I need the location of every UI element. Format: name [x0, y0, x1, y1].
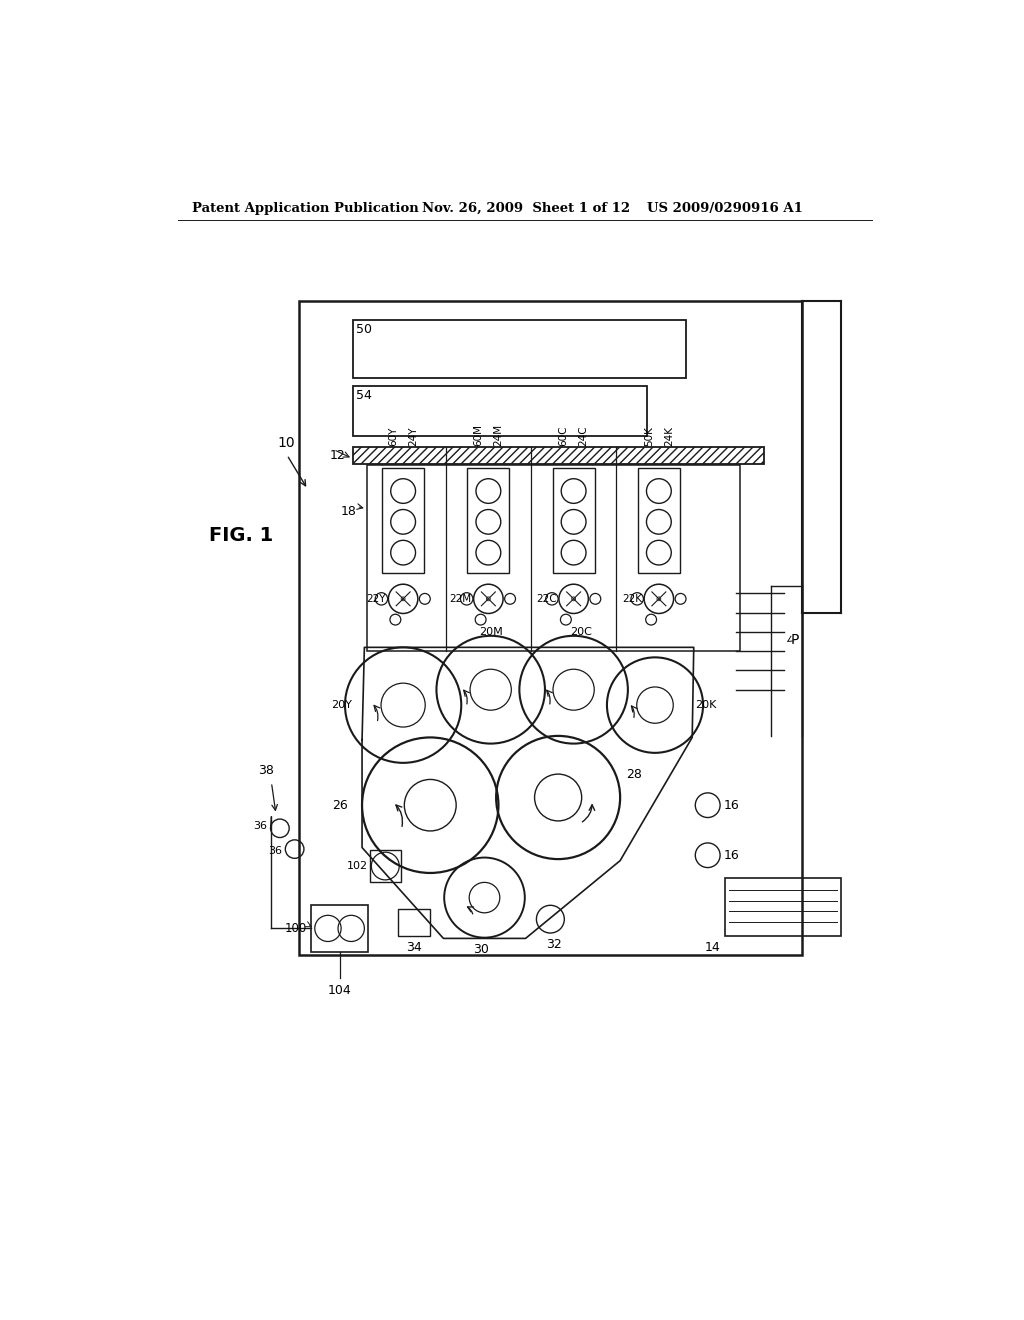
Circle shape: [401, 597, 406, 601]
Bar: [370, 850, 400, 882]
Text: 60Y: 60Y: [388, 426, 398, 446]
Text: 24K: 24K: [664, 425, 674, 446]
Text: 16: 16: [724, 799, 739, 812]
Text: 10: 10: [278, 437, 295, 450]
Circle shape: [571, 597, 575, 601]
Text: 12: 12: [330, 449, 345, 462]
Text: 102: 102: [346, 861, 368, 871]
Bar: [725, 878, 841, 936]
Text: 38: 38: [258, 764, 274, 777]
Bar: [638, 469, 680, 573]
Bar: [311, 906, 369, 952]
Text: 36: 36: [254, 821, 267, 832]
Text: 24C: 24C: [579, 425, 589, 446]
Text: 20C: 20C: [570, 627, 592, 638]
Circle shape: [486, 597, 490, 601]
Bar: [367, 465, 740, 651]
Text: FIG. 1: FIG. 1: [209, 527, 273, 545]
Bar: [382, 469, 424, 573]
Text: P: P: [791, 632, 799, 647]
Text: 20M: 20M: [479, 627, 503, 638]
Text: 28: 28: [627, 768, 642, 781]
Bar: [467, 469, 509, 573]
Bar: [352, 321, 686, 378]
Text: 22M: 22M: [450, 594, 471, 603]
Text: 22Y: 22Y: [367, 594, 386, 603]
Text: 34: 34: [407, 941, 422, 954]
Text: US 2009/0290916 A1: US 2009/0290916 A1: [647, 202, 803, 215]
Text: 22K: 22K: [622, 594, 642, 603]
Text: 50: 50: [356, 323, 372, 335]
Text: 16: 16: [724, 849, 739, 862]
Text: 26: 26: [333, 799, 348, 812]
Text: 50K: 50K: [644, 426, 653, 446]
Bar: [553, 469, 595, 573]
Text: 14: 14: [706, 941, 721, 954]
Text: 24M: 24M: [494, 424, 504, 446]
Text: 100: 100: [285, 921, 307, 935]
Text: Patent Application Publication: Patent Application Publication: [191, 202, 418, 215]
Text: 32: 32: [547, 939, 562, 952]
Text: 60C: 60C: [558, 425, 568, 446]
Text: 54: 54: [356, 389, 372, 403]
Text: 24Y: 24Y: [409, 426, 418, 446]
Text: 18: 18: [341, 504, 356, 517]
Circle shape: [657, 597, 660, 601]
Bar: [299, 301, 802, 956]
Text: Nov. 26, 2009  Sheet 1 of 12: Nov. 26, 2009 Sheet 1 of 12: [423, 202, 631, 215]
Text: 36: 36: [268, 846, 283, 857]
Bar: [352, 447, 764, 465]
Text: 20Y: 20Y: [331, 700, 351, 710]
Text: 22C: 22C: [536, 594, 557, 603]
Text: 20K: 20K: [694, 700, 716, 710]
Text: 60M: 60M: [473, 424, 483, 446]
Text: 104: 104: [328, 983, 351, 997]
Bar: [352, 385, 647, 436]
Text: 30: 30: [473, 942, 488, 956]
Bar: [397, 909, 430, 936]
